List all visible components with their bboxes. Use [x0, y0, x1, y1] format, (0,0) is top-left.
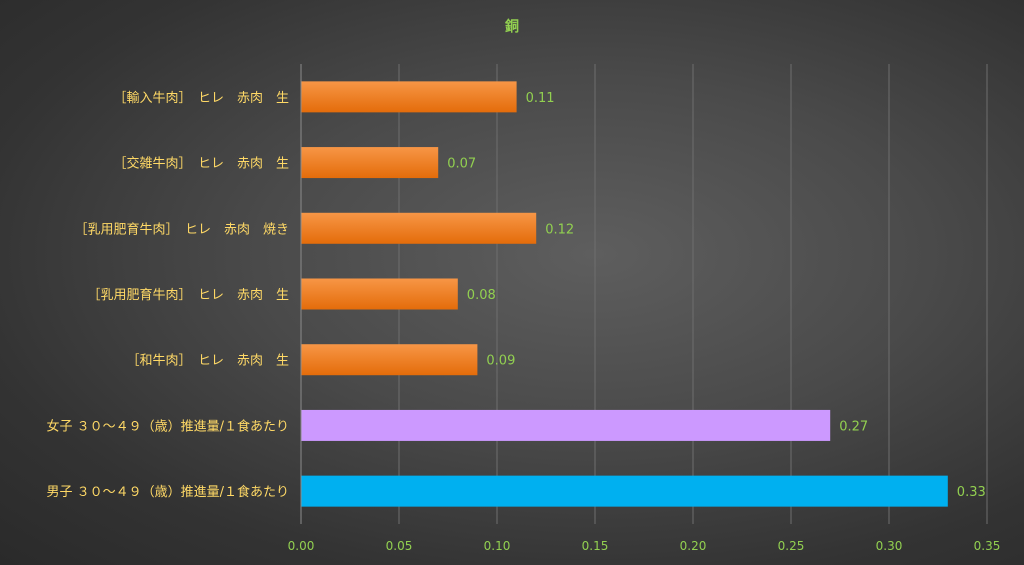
- gridlines: [398, 64, 988, 524]
- category-label: 男子 ３０～４９（歳）推進量/１食あたり: [46, 484, 289, 500]
- data-label: 0.12: [545, 222, 574, 237]
- data-label: 0.09: [486, 354, 515, 369]
- x-tick-label: 0.00: [288, 539, 315, 553]
- bar: [301, 147, 439, 179]
- bar: [301, 81, 517, 113]
- data-label: 0.07: [447, 157, 476, 172]
- bar: [301, 278, 458, 310]
- category-label: ［和牛肉］ ヒレ 赤肉 生: [126, 354, 289, 369]
- x-tick-label: 0.10: [484, 539, 511, 553]
- category-labels: ［輸入牛肉］ ヒレ 赤肉 生 ［交雑牛肉］ ヒレ 赤肉 生 ［乳用肥育牛肉］ ヒレ …: [46, 91, 289, 500]
- category-label: ［乳用肥育牛肉］ ヒレ 赤肉 生: [87, 287, 289, 303]
- x-tick-label: 0.15: [582, 539, 609, 553]
- category-label: ［輸入牛肉］ ヒレ 赤肉 生: [113, 91, 289, 106]
- x-tick-label: 0.05: [386, 539, 413, 553]
- chart-title: 銅: [505, 18, 519, 35]
- bar: [301, 475, 948, 507]
- bar: [301, 344, 478, 376]
- bars: [301, 81, 948, 507]
- bar: [301, 409, 831, 441]
- bar: [301, 212, 537, 244]
- x-tick-label: 0.30: [876, 539, 903, 553]
- x-tick-label: 0.35: [974, 539, 1001, 553]
- data-label: 0.33: [957, 485, 986, 500]
- category-label: 女子 ３０～４９（歳）推進量/１食あたり: [46, 418, 289, 434]
- x-tick-label: 0.25: [778, 539, 805, 553]
- x-tick-labels: 0.00 0.05 0.10 0.15 0.20 0.25 0.30 0.35: [288, 539, 1001, 553]
- data-label: 0.27: [839, 419, 868, 434]
- data-labels: 0.11 0.07 0.12 0.08 0.09 0.27 0.33: [447, 91, 986, 500]
- category-label: ［交雑牛肉］ ヒレ 赤肉 生: [113, 156, 289, 172]
- category-label: ［乳用肥育牛肉］ ヒレ 赤肉 焼き: [74, 221, 289, 237]
- data-label: 0.11: [526, 91, 555, 106]
- x-tick-label: 0.20: [680, 539, 707, 553]
- data-label: 0.08: [467, 288, 496, 303]
